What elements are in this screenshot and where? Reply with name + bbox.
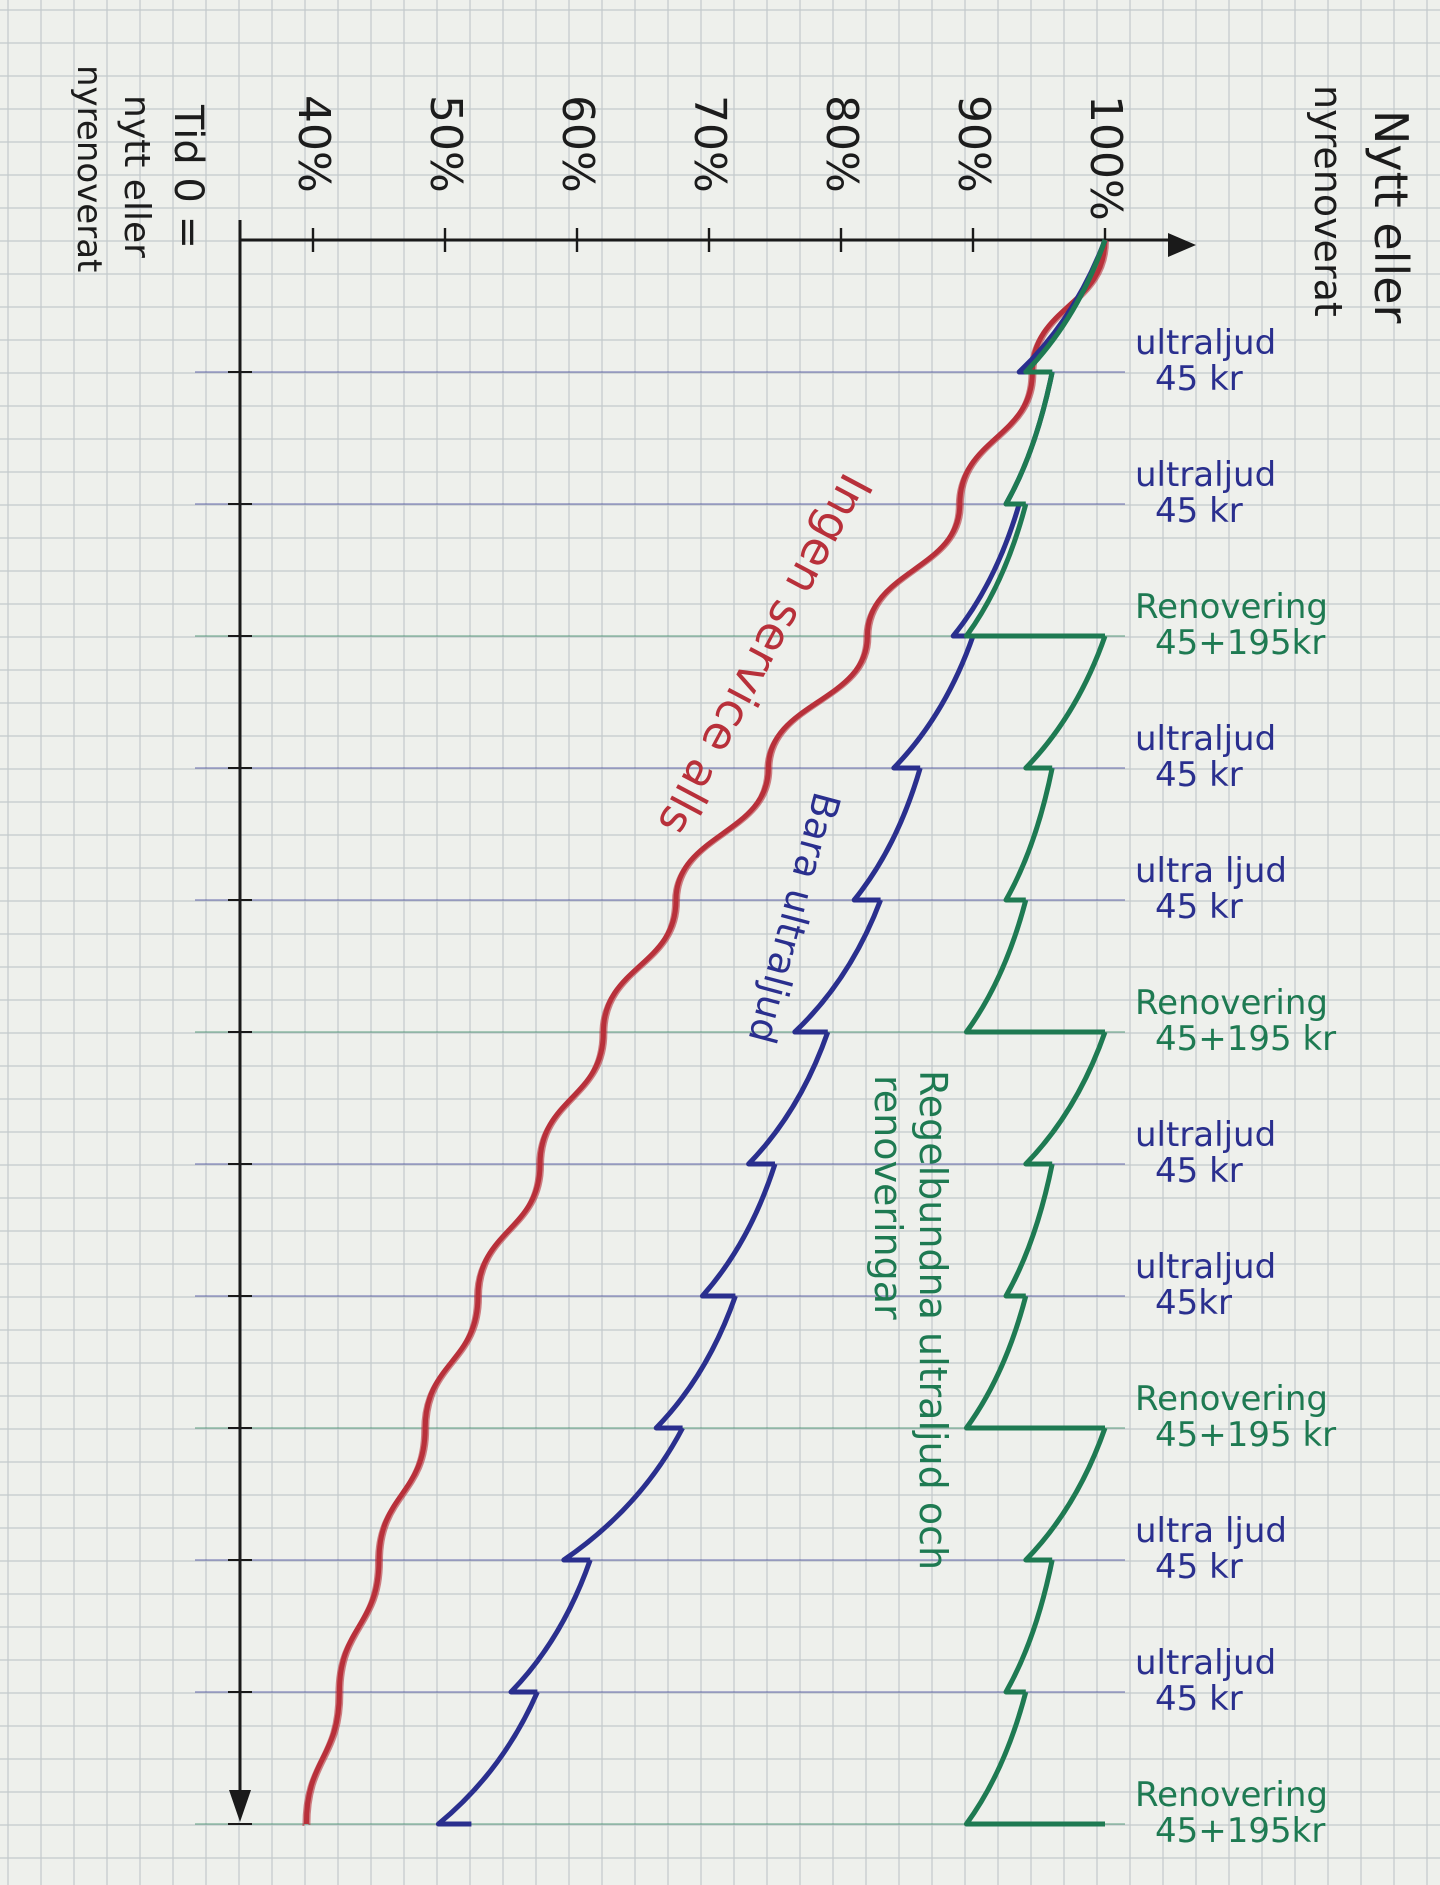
event-label-line2: 45+195kr bbox=[1155, 1811, 1325, 1851]
y-tick-label: 40% bbox=[288, 95, 339, 193]
series-line-ultrasound-only bbox=[792, 899, 883, 1035]
chart-title-line2: nyrenoverat bbox=[1306, 85, 1350, 317]
series-line-regular-service bbox=[963, 899, 1105, 1035]
event-label-line2: 45+195kr bbox=[1155, 623, 1325, 663]
series-line-ultrasound-only bbox=[508, 1559, 593, 1695]
event-label-line2: 45+195 kr bbox=[1155, 1415, 1336, 1455]
chart-title-line1: Nytt eller bbox=[1364, 110, 1418, 323]
series-line-regular-service bbox=[1003, 371, 1055, 507]
series-line-ultrasound-only bbox=[699, 1163, 778, 1299]
series-label-regular-line2: renoveringar bbox=[866, 1075, 910, 1320]
series-line-ultrasound-only bbox=[653, 1295, 738, 1431]
y-tick-label: 60% bbox=[552, 95, 603, 193]
series-label-regular-line1: Regelbundna ultraljud och bbox=[911, 1070, 955, 1570]
event-label-line1: ultraljud bbox=[1135, 1115, 1276, 1155]
time-label-line1: Tid 0 = bbox=[165, 104, 211, 249]
event-label-line2: 45 kr bbox=[1155, 1151, 1243, 1191]
series-line-regular-service bbox=[1023, 1427, 1108, 1563]
event-label-line2: 45 kr bbox=[1155, 887, 1243, 927]
series-line-regular-service bbox=[963, 503, 1105, 639]
event-label-line1: ultraljud bbox=[1135, 323, 1276, 363]
event-label-line2: 45+195 kr bbox=[1155, 1019, 1336, 1059]
series-line-no-service bbox=[302, 241, 1103, 1827]
event-label-line1: ultra ljud bbox=[1135, 1511, 1287, 1551]
series-line-ultrasound-only bbox=[950, 503, 1022, 639]
series-line-ultrasound-only bbox=[851, 767, 923, 903]
event-label-line2: 45 kr bbox=[1155, 1547, 1243, 1587]
event-label-line1: Renovering bbox=[1135, 1379, 1328, 1419]
event-label-line2: 45 kr bbox=[1155, 1679, 1243, 1719]
time-label-line2: nytt eller bbox=[116, 95, 157, 258]
event-label-line1: Renovering bbox=[1135, 587, 1328, 627]
series-line-regular-service bbox=[963, 1295, 1105, 1431]
series-layer bbox=[302, 239, 1109, 1827]
event-label-line1: ultraljud bbox=[1135, 719, 1276, 759]
series-line-regular-service bbox=[1023, 1031, 1108, 1167]
time-label-line3: nyrenoverat bbox=[69, 65, 109, 272]
y-tick-label: 50% bbox=[420, 95, 471, 193]
series-line-ultrasound-only bbox=[746, 1031, 831, 1167]
series-line-ultrasound-only bbox=[561, 1426, 685, 1563]
event-label-line2: 45 kr bbox=[1155, 755, 1243, 795]
y-tick-label: 80% bbox=[816, 95, 867, 193]
series-line-regular-service bbox=[1003, 1559, 1055, 1695]
event-label-line1: ultraljud bbox=[1135, 455, 1276, 495]
series-line-regular-service bbox=[1003, 1163, 1055, 1299]
event-label-line1: ultraljud bbox=[1135, 1247, 1276, 1287]
event-label-line1: ultraljud bbox=[1135, 1643, 1276, 1683]
y-axis-arrow bbox=[1168, 233, 1196, 257]
y-tick-label: 70% bbox=[684, 95, 735, 193]
event-label-line2: 45 kr bbox=[1155, 491, 1243, 531]
y-tick-label: 90% bbox=[948, 95, 999, 193]
series-line-regular-service bbox=[963, 1691, 1105, 1827]
event-label-line1: Renovering bbox=[1135, 1775, 1328, 1815]
series-line-regular-service bbox=[1003, 767, 1055, 903]
event-label-line1: ultra ljud bbox=[1135, 851, 1287, 891]
series-line-ultrasound-only bbox=[435, 1690, 540, 1827]
event-label-line2: 45 kr bbox=[1155, 359, 1243, 399]
series-line-no-service bbox=[308, 240, 1109, 1826]
event-label-line1: Renovering bbox=[1135, 983, 1328, 1023]
y-tick-label: 100% bbox=[1080, 95, 1131, 221]
event-label-line2: 45kr bbox=[1155, 1283, 1232, 1323]
series-line-ultrasound-only bbox=[891, 635, 976, 771]
time-axis-arrow bbox=[229, 1790, 251, 1822]
series-line-no-service bbox=[303, 239, 1108, 1825]
axes bbox=[228, 220, 1196, 1825]
series-line-regular-service bbox=[1023, 635, 1108, 771]
series-line-regular-service bbox=[1023, 239, 1108, 375]
